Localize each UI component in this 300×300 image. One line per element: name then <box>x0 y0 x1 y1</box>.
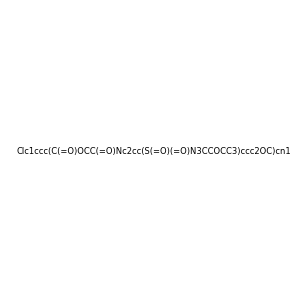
Text: Clc1ccc(C(=O)OCC(=O)Nc2cc(S(=O)(=O)N3CCOCC3)ccc2OC)cn1: Clc1ccc(C(=O)OCC(=O)Nc2cc(S(=O)(=O)N3CCO… <box>16 147 291 156</box>
